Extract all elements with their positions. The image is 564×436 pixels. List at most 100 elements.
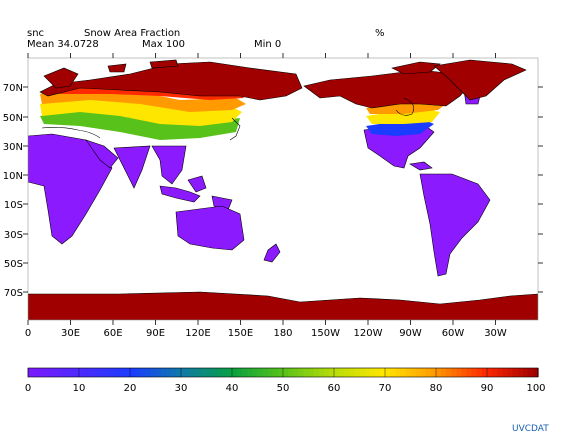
south-america (419, 173, 491, 277)
colorbar-swatch (237, 368, 243, 377)
lat-tick-label: 10N (3, 171, 23, 182)
colorbar-swatch (89, 368, 95, 377)
greenland (433, 59, 527, 101)
siberian-islands (107, 59, 179, 73)
lon-tick-label: 150E (228, 328, 253, 339)
colorbar-swatch (405, 368, 412, 377)
mediterranean-coast (41, 127, 101, 139)
colorbar-label: 60 (328, 383, 341, 394)
colorbar-swatch (451, 368, 457, 377)
colorbar-swatch (277, 368, 284, 377)
colorbar-swatch (257, 368, 264, 377)
colorbar-swatch (303, 368, 310, 377)
eurasia-snow-band-low (40, 110, 240, 140)
colorbar-swatch (191, 368, 197, 377)
colorbar-swatch (155, 368, 162, 377)
snow-partial-cover (40, 84, 446, 140)
colorbar-swatch (242, 368, 248, 377)
lat-tick-label: 70S (4, 288, 23, 299)
colorbar-label: 0 (25, 383, 31, 394)
colorbar-swatch (502, 368, 508, 377)
colorbar-swatch (186, 368, 192, 377)
colorbar-swatch (466, 368, 473, 377)
lon-tick-labels: 0 30E 60E 90E 120E 150E 180 150W 120W 90… (25, 328, 507, 339)
lon-tick-label: 180 (273, 328, 292, 339)
india (113, 145, 151, 189)
land-full-snow (28, 59, 538, 320)
colorbar-swatch (374, 368, 381, 377)
land-zero-snow (28, 87, 491, 277)
lon-tick-label: 30E (61, 328, 80, 339)
colorbar-swatch (522, 368, 529, 377)
lat-tick-label: 50S (4, 259, 23, 270)
colorbar-label: 100 (526, 383, 545, 394)
colorbar-label: 40 (226, 383, 239, 394)
colorbar-swatch (395, 368, 401, 377)
canadian-archipelago (391, 61, 441, 75)
colorbar-swatch (160, 368, 167, 377)
colorbar-swatch (206, 368, 213, 377)
colorbar-label: 50 (277, 383, 290, 394)
colorbar-swatch (476, 368, 483, 377)
colorbar-swatch (334, 368, 340, 377)
colorbar-swatch (354, 368, 361, 377)
colorbar-swatch (135, 368, 141, 377)
colorbar-swatch (497, 368, 503, 377)
arabia-south (85, 139, 119, 169)
units-label: % (375, 28, 385, 39)
colorbar-frame (27, 367, 539, 378)
colorbar-swatch (201, 368, 208, 377)
coastline-details (41, 97, 415, 141)
colorbar-swatch (471, 368, 478, 377)
colorbar-swatch (145, 368, 151, 377)
colorbar-swatch (369, 368, 376, 377)
colorbar-swatch (73, 368, 80, 377)
australia (175, 205, 245, 251)
colorbar-swatch (104, 368, 111, 377)
lat-tick-label: 30S (4, 230, 23, 241)
lat-tick-label: 30N (3, 142, 23, 153)
colorbar-swatch (165, 368, 172, 377)
colorbar-swatch (43, 368, 49, 377)
colorbar-swatch (492, 368, 498, 377)
colorbar-swatch (456, 368, 463, 377)
colorbar-swatch (318, 368, 325, 377)
colorbar-swatch (425, 368, 432, 377)
colorbar-swatch (410, 368, 417, 377)
colorbar-swatch (33, 368, 39, 377)
hudson-bay-coast (395, 97, 415, 116)
colorbar-swatch (267, 368, 274, 377)
colorbar-swatch (390, 368, 396, 377)
colorbar-label: 30 (175, 383, 188, 394)
colorbar-swatch (109, 368, 116, 377)
scandinavia (43, 67, 79, 89)
colorbar-swatch (487, 368, 493, 377)
lon-tick-label: 90E (146, 328, 165, 339)
colorbar-swatch (339, 368, 345, 377)
lat-tick-label: 70N (3, 83, 23, 94)
lon-tick-label: 60W (442, 328, 465, 339)
eurasia-north (39, 61, 303, 101)
alaska-canada (303, 69, 471, 109)
southeast-asia (151, 145, 187, 185)
colorbar-label: 70 (379, 383, 392, 394)
colorbar-swatch (328, 368, 335, 377)
colorbar-swatch (84, 368, 90, 377)
colorbar-swatch (298, 368, 304, 377)
colorbar-swatch (247, 368, 253, 377)
brand-text: UVCDAT (512, 424, 549, 434)
antarctica (28, 291, 538, 320)
colorbar-swatch (38, 368, 44, 377)
colorbar-swatch (430, 368, 437, 377)
colorbar-swatch (63, 368, 70, 377)
colorbar-swatch (323, 368, 330, 377)
colorbar-swatch (150, 368, 157, 377)
colorbar-swatch (181, 368, 187, 377)
colorbar-swatch (313, 368, 320, 377)
colorbar-swatch (283, 368, 289, 377)
lon-tick-label: 90W (399, 328, 422, 339)
colorbar-swatch (58, 368, 65, 377)
colorbar-swatch (124, 368, 131, 377)
colorbar-swatch (441, 368, 447, 377)
colorbar-swatch (415, 368, 422, 377)
